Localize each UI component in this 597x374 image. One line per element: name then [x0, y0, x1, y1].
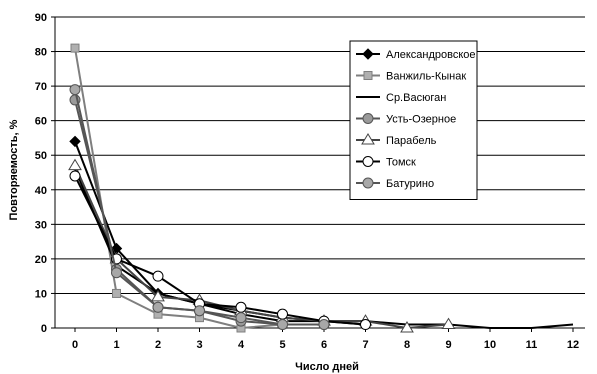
legend-label: Усть-Озерное: [386, 114, 456, 126]
data-point: [69, 135, 81, 148]
x-tick-label: 9: [445, 339, 451, 351]
data-point: [277, 308, 288, 320]
x-tick-label: 11: [526, 339, 538, 351]
y-tick-label: 30: [35, 219, 47, 231]
y-tick-label: 40: [35, 185, 47, 197]
y-tick-label: 50: [35, 150, 47, 162]
data-point: [318, 319, 330, 331]
data-point: [194, 305, 205, 317]
series-6: [69, 84, 330, 331]
x-tick-label: 5: [279, 339, 285, 351]
data-point: [152, 270, 164, 282]
legend-item-5: Томск: [356, 156, 416, 169]
x-tick-label: 7: [362, 339, 368, 351]
legend-label: Парабель: [386, 135, 437, 147]
data-point: [441, 317, 456, 330]
legend-item-6: Батурино: [356, 177, 434, 190]
data-point: [70, 43, 80, 53]
data-point: [112, 288, 121, 298]
x-tick-label: 2: [155, 339, 161, 351]
x-tick-label: 3: [196, 339, 202, 351]
x-tick-label: 0: [72, 339, 78, 351]
legend-swatch-marker: [362, 48, 374, 60]
y-tick-label: 20: [35, 254, 47, 266]
gridlines: [55, 16, 585, 294]
legend-item-2: Ср.Васюган: [356, 92, 446, 104]
series-layer: [68, 43, 574, 333]
data-point: [69, 84, 81, 96]
y-tick-label: 70: [35, 81, 47, 93]
data-point: [69, 170, 81, 182]
legend-swatch-marker: [362, 113, 374, 124]
y-tick-label: 0: [41, 323, 47, 335]
data-point: [152, 301, 164, 313]
legend-label: Батурино: [386, 178, 434, 190]
y-tick-label: 60: [35, 116, 47, 128]
legend-label: Александровское: [386, 49, 476, 61]
legend-swatch-marker: [361, 133, 375, 145]
y-tick-label: 10: [35, 288, 47, 300]
series-line-5: [74, 175, 366, 326]
legend-item-1: Ванжиль-Кынак: [356, 71, 466, 83]
data-point: [235, 301, 247, 313]
x-tick-label: 1: [113, 339, 119, 351]
x-tick-label: 8: [404, 339, 410, 351]
legend-item-4: Парабель: [356, 133, 437, 147]
series-1: [70, 43, 287, 333]
data-point: [68, 158, 82, 171]
data-point: [360, 319, 371, 331]
data-point: [277, 319, 288, 331]
data-point: [400, 321, 414, 333]
x-tick-label: 6: [321, 339, 327, 351]
series-line-1: [74, 47, 283, 330]
x-tick-label: 10: [484, 339, 496, 351]
data-point: [151, 289, 165, 302]
x-tick-label: 4: [238, 339, 245, 351]
y-tick-label: 80: [35, 47, 47, 59]
legend-item-0: Александровское: [356, 48, 476, 61]
legend-item-3: Усть-Озерное: [356, 113, 456, 126]
legend: Александровское Ванжиль-Кынак Ср.Васюган Ус…: [349, 40, 478, 200]
legend-label: Ванжиль-Кынак: [386, 71, 466, 83]
x-axis-label: Число дней: [295, 361, 359, 373]
legend-label: Ср.Васюган: [386, 92, 446, 104]
data-point: [111, 267, 122, 279]
y-tick-label: 90: [35, 12, 47, 24]
legend-label: Томск: [386, 157, 416, 169]
x-tick-label: 12: [567, 339, 579, 351]
series-line-4: [74, 165, 449, 330]
legend-swatch-marker: [362, 156, 374, 167]
data-point: [235, 312, 247, 324]
y-axis-label: Повторяемость, %: [8, 119, 20, 220]
legend-swatch-marker: [362, 177, 374, 189]
legend-swatch-marker: [363, 71, 373, 80]
